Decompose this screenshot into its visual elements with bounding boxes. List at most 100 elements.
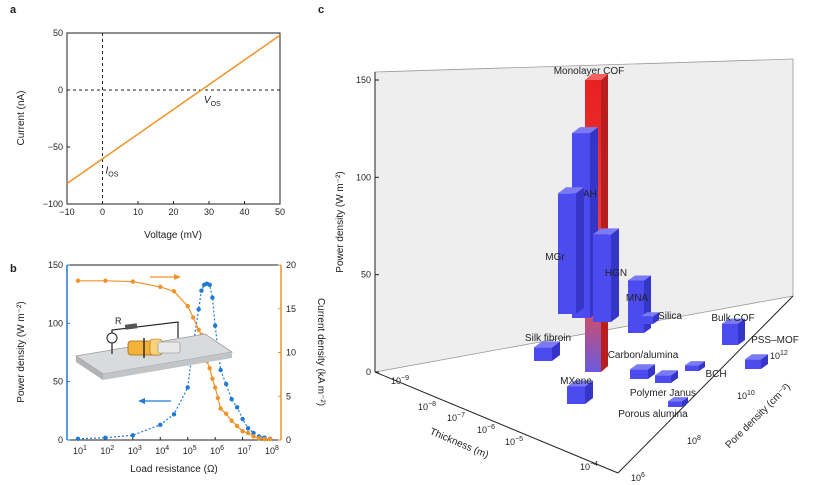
right-tick-label: 10 [286, 348, 296, 358]
left-tick-label: 100 [48, 318, 63, 328]
bar-front-face [722, 323, 738, 345]
bar-top-face [722, 318, 745, 324]
data-point [256, 436, 262, 441]
data-point [251, 430, 256, 436]
bar-label: Monolayer COF [554, 66, 625, 77]
panel-c-ylabel: Pore density (cm⁻²) [724, 382, 793, 451]
data-point [240, 429, 245, 434]
panel-c-ticks: 150 100 50 0 10−9 10−8 10−7 10−6 10−5 10−4 106 108 1… [356, 75, 788, 483]
x-tick-label: 104 [155, 445, 169, 456]
bar-top-face [593, 228, 619, 235]
data-point [262, 436, 267, 442]
bar-side-face [682, 397, 688, 407]
bar-side-face [611, 228, 619, 322]
data-point [103, 435, 108, 440]
bar-front-face [641, 316, 653, 324]
data-point [245, 426, 251, 431]
bar-mna: MNA [626, 275, 651, 333]
pore-density-axis [617, 295, 794, 474]
bar-top-face [630, 364, 655, 370]
bar-polymer-janus: Polymer Janus [630, 370, 696, 399]
y-tick-label: 0 [58, 85, 63, 95]
bar-top-face [655, 370, 678, 376]
y-tick-label: −50 [48, 142, 63, 152]
bar-top-face [628, 275, 651, 281]
data-point [210, 376, 215, 381]
bar-label: Bulk COF [711, 313, 754, 324]
bar-top-face [745, 354, 768, 360]
y-tick-label: −100 [43, 199, 63, 209]
data-point [229, 418, 234, 423]
panel-c-zlabel: Power density (W m⁻²) [335, 171, 346, 272]
bar-label: Porous alumina [618, 409, 688, 420]
bar-front-face [655, 375, 671, 383]
data-point [207, 282, 212, 288]
bar-top-face [534, 341, 560, 348]
data-point [191, 315, 196, 320]
bar-top-face [558, 187, 584, 194]
thickness-tick-label: 10−6 [477, 424, 495, 435]
right-tick-label: 20 [286, 260, 296, 270]
bar-hgn: HGN [593, 228, 627, 322]
thickness-tick-label: 10−8 [418, 401, 436, 412]
bar-label: MGr [545, 252, 565, 263]
data-point [196, 327, 201, 332]
panel-a-ylabel: Current (nA) [16, 90, 27, 145]
bar-front-face [628, 280, 644, 333]
x-tick-label: 103 [128, 445, 142, 456]
x-tick-label: 10 [133, 207, 143, 217]
x-tick-label: 40 [239, 207, 249, 217]
bar-label: HGN [605, 268, 627, 279]
x-tick-label: 107 [238, 445, 252, 456]
left-tick-label: 0 [58, 435, 63, 445]
data-point [229, 396, 234, 402]
x-tick-label: 30 [204, 207, 214, 217]
bar-label: Silk fibroin [525, 333, 571, 344]
pore-density-tick-label: 1012 [770, 350, 788, 361]
x-tick-label: 20 [168, 207, 178, 217]
bar-front-face [567, 386, 585, 404]
panel-a-zero-lines [67, 33, 280, 204]
bar-bulk-cof: Bulk COF [711, 313, 755, 345]
data-point [218, 367, 223, 373]
panel-b-label: b [10, 263, 17, 275]
bar-top-face [641, 312, 659, 317]
bar-label: Carbon/alumina [608, 350, 679, 361]
i-os-annotation: IOS [106, 165, 119, 178]
data-point [130, 433, 136, 438]
bar-side-face [653, 312, 659, 324]
bar-side-face [671, 370, 678, 383]
bar-side-face [601, 74, 608, 372]
panel-c-3d-bar-chart: c 150 100 50 0 10−9 10−8 10−7 10−6 10−5 10−4 106 10… [318, 4, 799, 483]
bar-side-face [761, 354, 768, 369]
bar-top-face [572, 127, 598, 134]
right-tick-label: 0 [286, 435, 291, 445]
y-tick-label: 50 [53, 28, 63, 38]
x-tick-label: 108 [265, 445, 279, 456]
right-tick-label: 15 [286, 304, 296, 314]
bar-label: MXene [560, 376, 592, 387]
thickness-axis [374, 371, 619, 474]
data-point [245, 430, 251, 436]
bar-front-face [685, 365, 699, 371]
bar-silica: Silica [641, 311, 682, 324]
z-tick-label: 100 [356, 172, 371, 182]
data-point [212, 385, 218, 390]
panel-c-label: c [318, 4, 324, 16]
bar-mxene: MXene [560, 376, 593, 404]
bar-pss-mof: PSS–MOF [745, 335, 799, 369]
data-point [218, 406, 223, 411]
z-tick-label: 50 [361, 270, 371, 280]
data-point [196, 307, 201, 312]
bar-side-face [699, 361, 705, 371]
bar-front-face [668, 401, 682, 407]
resistor-label: R [115, 316, 122, 326]
pore-density-tick-label: 1010 [737, 390, 755, 401]
bar-label: PSS–MOF [751, 335, 799, 346]
left-tick-label: 150 [48, 260, 63, 270]
bar-front-face [558, 193, 576, 314]
data-point [210, 295, 215, 300]
